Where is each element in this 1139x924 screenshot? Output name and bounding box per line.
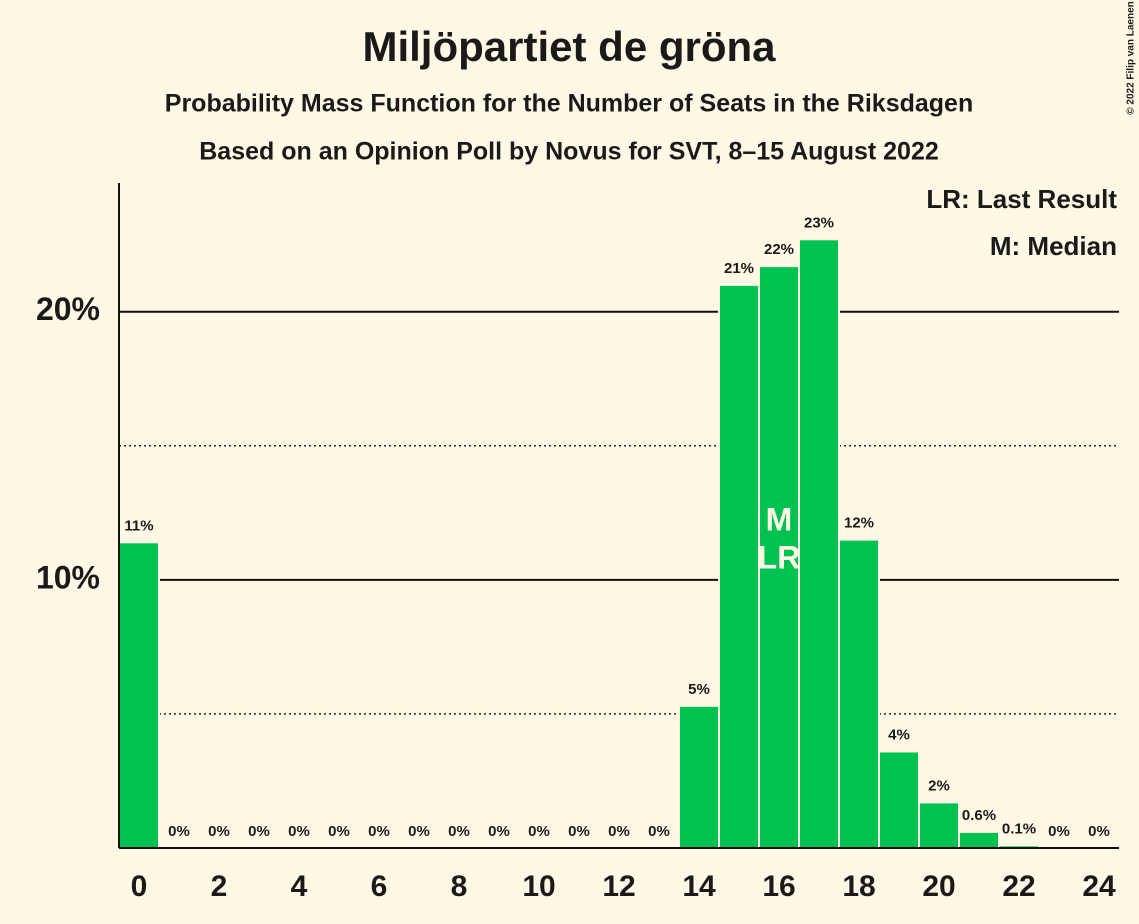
x-tick-label: 2 bbox=[211, 870, 228, 903]
legend-entry: LR: Last Result bbox=[926, 184, 1117, 214]
legend-entry: M: Median bbox=[990, 231, 1117, 261]
y-tick-label: 20% bbox=[36, 291, 100, 327]
x-tick-label: 20 bbox=[922, 870, 955, 903]
bar bbox=[958, 830, 1000, 850]
x-tick-label: 18 bbox=[842, 870, 875, 903]
x-tick-label: 0 bbox=[131, 870, 148, 903]
value-label: 4% bbox=[888, 726, 910, 743]
bar bbox=[758, 265, 800, 849]
x-tick-label: 14 bbox=[682, 870, 716, 903]
x-tick-label: 12 bbox=[602, 870, 635, 903]
value-label: 0% bbox=[448, 823, 470, 840]
value-label: 22% bbox=[764, 241, 794, 258]
value-label: 0.6% bbox=[962, 807, 996, 824]
value-label: 23% bbox=[804, 214, 834, 231]
value-label: 0% bbox=[568, 823, 590, 840]
value-label: 0% bbox=[528, 823, 550, 840]
value-label: 2% bbox=[928, 777, 950, 794]
bar bbox=[918, 801, 960, 850]
bar bbox=[798, 238, 840, 849]
value-label: 0% bbox=[1048, 823, 1070, 840]
y-tick-label: 10% bbox=[36, 559, 100, 595]
bar bbox=[838, 538, 880, 849]
value-label: 0% bbox=[408, 823, 430, 840]
value-label: 0% bbox=[288, 823, 310, 840]
value-label: 12% bbox=[844, 515, 874, 532]
value-label: 5% bbox=[688, 681, 710, 698]
x-tick-label: 24 bbox=[1082, 870, 1116, 903]
x-tick-label: 4 bbox=[291, 870, 308, 903]
value-label: 0% bbox=[368, 823, 390, 840]
value-label: 0% bbox=[488, 823, 510, 840]
x-tick-label: 10 bbox=[522, 870, 555, 903]
chart-subtitle: Based on an Opinion Poll by Novus for SV… bbox=[199, 138, 939, 166]
value-label: 0% bbox=[208, 823, 230, 840]
value-label: 0% bbox=[1088, 823, 1110, 840]
annotation: M bbox=[766, 501, 793, 537]
value-label: 0% bbox=[168, 823, 190, 840]
value-label: 0% bbox=[328, 823, 350, 840]
value-label: 11% bbox=[124, 517, 153, 534]
x-tick-label: 22 bbox=[1002, 870, 1035, 903]
x-tick-label: 6 bbox=[371, 870, 388, 903]
bar bbox=[718, 283, 760, 850]
value-label: 0% bbox=[248, 823, 270, 840]
bar bbox=[878, 750, 920, 849]
value-label: 0.1% bbox=[1002, 820, 1036, 837]
annotation: LR bbox=[758, 539, 801, 575]
value-label: 0% bbox=[608, 823, 630, 840]
bar bbox=[118, 541, 160, 849]
x-tick-label: 8 bbox=[451, 870, 468, 903]
bar bbox=[678, 704, 720, 849]
value-label: 0% bbox=[648, 823, 670, 840]
chart-title: Miljöpartiet de gröna bbox=[362, 23, 776, 70]
x-tick-label: 16 bbox=[762, 870, 795, 903]
copyright: © 2022 Filip van Laenen bbox=[1126, 1, 1137, 115]
value-label: 21% bbox=[724, 260, 754, 277]
chart-subtitle: Probability Mass Function for the Number… bbox=[165, 90, 973, 118]
